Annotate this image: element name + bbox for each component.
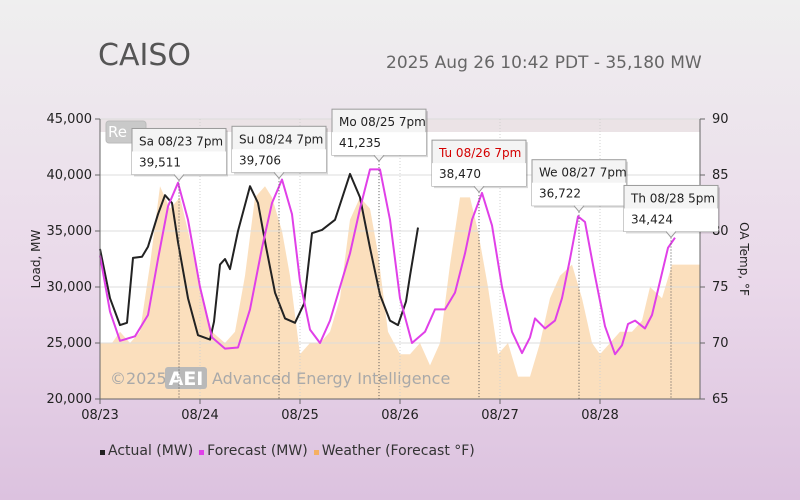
y-left-tick-label: 40,000 — [47, 168, 93, 183]
watermark-company: Advanced Energy Intelligence — [212, 369, 450, 388]
peak-callout-value-bg — [624, 208, 718, 232]
peak-callout-pointer — [473, 185, 485, 193]
peak-callout-value: 34,424 — [631, 212, 673, 226]
legend-item[interactable]: Weather (Forecast °F) — [313, 443, 475, 459]
y-right-tick-label: 85 — [712, 168, 729, 183]
peak-callout-label: Mo 08/25 7pm — [339, 115, 426, 129]
x-tick-label: 08/24 — [181, 408, 218, 423]
actual-series-line — [99, 172, 419, 341]
peak-callout-value-bg — [132, 151, 226, 175]
peak-callout-label: Su 08/24 7pm — [239, 132, 323, 146]
y-right-axis-title: OA Temp, °F — [737, 222, 751, 296]
series-lines — [99, 168, 676, 356]
forecast-series-line — [99, 168, 676, 356]
y-left-tick-label: 35,000 — [47, 224, 93, 239]
y-left-tick-label: 25,000 — [47, 336, 93, 351]
watermark: ©2025 AEI Advanced Energy Intelligence — [110, 367, 450, 390]
peak-callout-value: 39,511 — [139, 155, 181, 169]
peak-callout-pointer — [373, 154, 385, 162]
peak-callout-value-bg — [232, 149, 326, 173]
reset-button-label[interactable]: Re — [108, 123, 127, 141]
peak-callout-value-bg — [532, 182, 626, 206]
legend-label: Weather (Forecast °F) — [321, 443, 475, 459]
peak-callout-value: 38,470 — [439, 167, 481, 181]
y-left-tick-label: 20,000 — [47, 392, 93, 407]
peak-callout-pointer — [273, 171, 285, 180]
timestamp-load-readout: 2025 Aug 26 10:42 PDT - 35,180 MW — [386, 53, 702, 73]
y-right-tick-label: 90 — [712, 112, 729, 127]
legend: Actual (MW) Forecast (MW) Weather (Forecas… — [100, 443, 477, 459]
aei-logo-box — [165, 367, 207, 389]
aei-logo: AEI — [169, 368, 204, 390]
weather-area — [100, 186, 700, 399]
peak-callout-label: We 08/27 7pm — [539, 166, 627, 180]
page-title: CAISO — [98, 38, 191, 73]
y-right-tick-label: 65 — [712, 392, 729, 407]
x-tick-label: 08/27 — [481, 408, 518, 423]
y-left-tick-label: 30,000 — [47, 280, 93, 295]
legend-item[interactable]: Forecast (MW) — [199, 443, 308, 459]
x-tick-label: 08/23 — [81, 408, 118, 423]
peak-callout-pointer — [665, 231, 677, 239]
legend-item[interactable]: Actual (MW) — [100, 443, 193, 459]
peak-callout-label: Th 08/28 5pm — [630, 191, 715, 205]
legend-swatch — [199, 449, 205, 455]
x-tick-label: 08/25 — [281, 408, 318, 423]
peak-callout-label: Sa 08/23 7pm — [139, 134, 223, 148]
legend-label: Forecast (MW) — [207, 443, 308, 459]
legend-label: Actual (MW) — [108, 443, 194, 459]
peak-callout-label: Tu 08/26 7pm — [438, 146, 521, 160]
peak-callout-value-bg — [332, 132, 426, 156]
peak-callout-pointer — [173, 174, 185, 182]
peak-callout-pointer — [573, 205, 585, 213]
x-tick-label: 08/28 — [581, 408, 618, 423]
peak-callout-value: 41,235 — [339, 136, 381, 150]
peak-callout-value: 36,722 — [539, 187, 581, 201]
peak-callout-value-bg — [432, 163, 526, 187]
y-right-tick-label: 70 — [712, 336, 729, 351]
axes: 20,000 25,000 30,000 35,000 40,000 45,000 65 70… — [29, 112, 751, 423]
peak-annotations: Sa 08/23 7pm 39,511 Su 08/24 7pm 39,706 Mo 0… — [131, 108, 720, 399]
legend-swatch — [313, 449, 319, 455]
legend-swatch — [100, 449, 105, 455]
weather-area-layer — [100, 186, 700, 399]
y-right-tick-label: 75 — [712, 280, 729, 295]
y-left-tick-label: 45,000 — [47, 112, 93, 127]
y-left-axis-title: Load, MW — [29, 230, 43, 289]
peak-callout-value: 39,706 — [239, 153, 281, 167]
x-tick-label: 08/26 — [381, 408, 418, 423]
watermark-copyright: ©2025 — [110, 369, 167, 388]
